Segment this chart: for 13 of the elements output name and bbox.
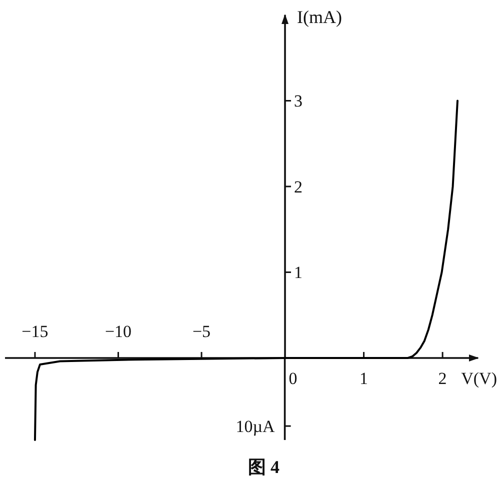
caption: 图 4 (248, 457, 280, 477)
x-tick-label: −10 (104, 322, 132, 341)
y-tick-label: 3 (294, 92, 303, 111)
x-tick-label: −5 (192, 322, 211, 341)
y-axis-title: I(mA) (297, 7, 342, 27)
y-tick-label: 2 (294, 178, 303, 196)
annotation: 10µA (236, 417, 275, 436)
x-tick-label: −15 (22, 322, 48, 341)
x-axis-title: V(V) (461, 368, 497, 388)
x-tick-label: 0 (288, 368, 298, 388)
x-tick-label: 2 (438, 368, 447, 388)
x-tick-label: 1 (360, 368, 368, 388)
y-tick-label: 1 (294, 263, 303, 282)
